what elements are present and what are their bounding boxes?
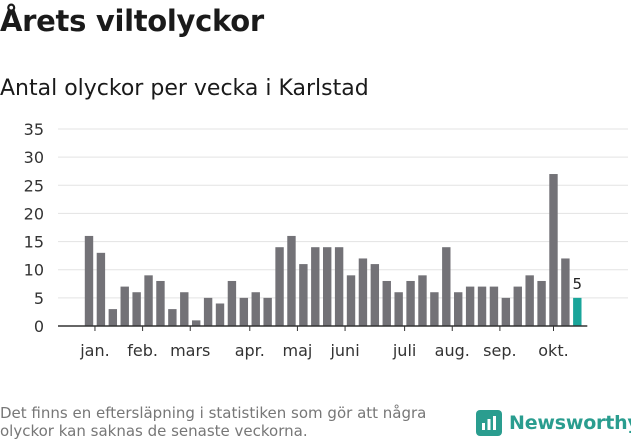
footnote: Det finns en eftersläpning i statistiken… — [0, 404, 427, 440]
bar — [346, 275, 356, 326]
bar-chart: 0 5 10 15 20 25 30 35 5 jan. feb. mars apr. maj juni ju… — [24, 120, 628, 360]
bar — [406, 280, 415, 326]
bar — [180, 292, 189, 326]
y-tick-label: 0 — [34, 317, 44, 336]
bar — [299, 264, 308, 326]
bar — [525, 275, 534, 326]
x-tick-label: aug. — [435, 341, 470, 360]
bar — [454, 292, 463, 326]
y-tick-label: 35 — [24, 120, 44, 139]
bar — [84, 235, 94, 326]
bar — [430, 292, 439, 326]
bar — [311, 247, 320, 326]
chart-subtitle: Antal olyckor per vecka i Karlstad — [0, 76, 369, 101]
bar — [549, 174, 558, 326]
x-tick-label: okt. — [538, 341, 568, 360]
x-tick-label: juni — [329, 341, 359, 360]
bar — [477, 286, 487, 326]
bar — [251, 292, 260, 326]
y-tick-label: 20 — [24, 204, 44, 223]
y-tick-label: 5 — [34, 289, 44, 308]
bar — [358, 258, 368, 326]
x-tick-label: sep. — [483, 341, 516, 360]
bar — [418, 275, 427, 326]
bar — [513, 286, 522, 326]
x-tick-label: feb. — [127, 341, 158, 360]
x-tick-label: maj — [283, 341, 313, 360]
logo-text: Newsworthy — [509, 412, 631, 434]
bar — [96, 252, 106, 326]
y-tick-label: 10 — [24, 261, 44, 280]
bar — [227, 280, 237, 326]
bar — [442, 247, 451, 326]
bar — [287, 235, 296, 326]
bar — [144, 275, 153, 326]
bar — [203, 297, 213, 326]
bar — [382, 280, 391, 326]
bar — [168, 309, 177, 326]
y-tick-label: 15 — [24, 233, 44, 252]
chart-title: Årets viltolyckor — [0, 4, 264, 38]
bar — [132, 292, 141, 326]
newsworthy-logo: Newsworthy — [476, 408, 631, 438]
bar — [501, 297, 511, 326]
highlight-data-label: 5 — [573, 275, 583, 293]
bar — [561, 258, 570, 326]
bar — [239, 297, 249, 326]
bar — [489, 286, 499, 326]
bar — [394, 292, 403, 326]
bar — [156, 280, 165, 326]
bar — [370, 264, 380, 326]
newsworthy-logo-icon — [476, 410, 502, 436]
x-tick-label: apr. — [235, 341, 265, 360]
bar — [108, 309, 118, 326]
y-tick-label: 25 — [24, 176, 44, 195]
bar — [191, 320, 201, 326]
x-tick-label: juli — [392, 341, 416, 360]
bar — [263, 297, 272, 326]
x-tick-label: jan. — [79, 341, 109, 360]
bar — [537, 280, 546, 326]
bar — [323, 247, 332, 326]
y-tick-label: 30 — [24, 148, 44, 167]
bar — [275, 247, 284, 326]
bar — [465, 286, 475, 326]
bar — [120, 286, 129, 326]
bar-highlight — [573, 297, 582, 326]
bar — [334, 247, 344, 326]
x-tick-label: mars — [170, 341, 210, 360]
bar — [215, 303, 225, 326]
